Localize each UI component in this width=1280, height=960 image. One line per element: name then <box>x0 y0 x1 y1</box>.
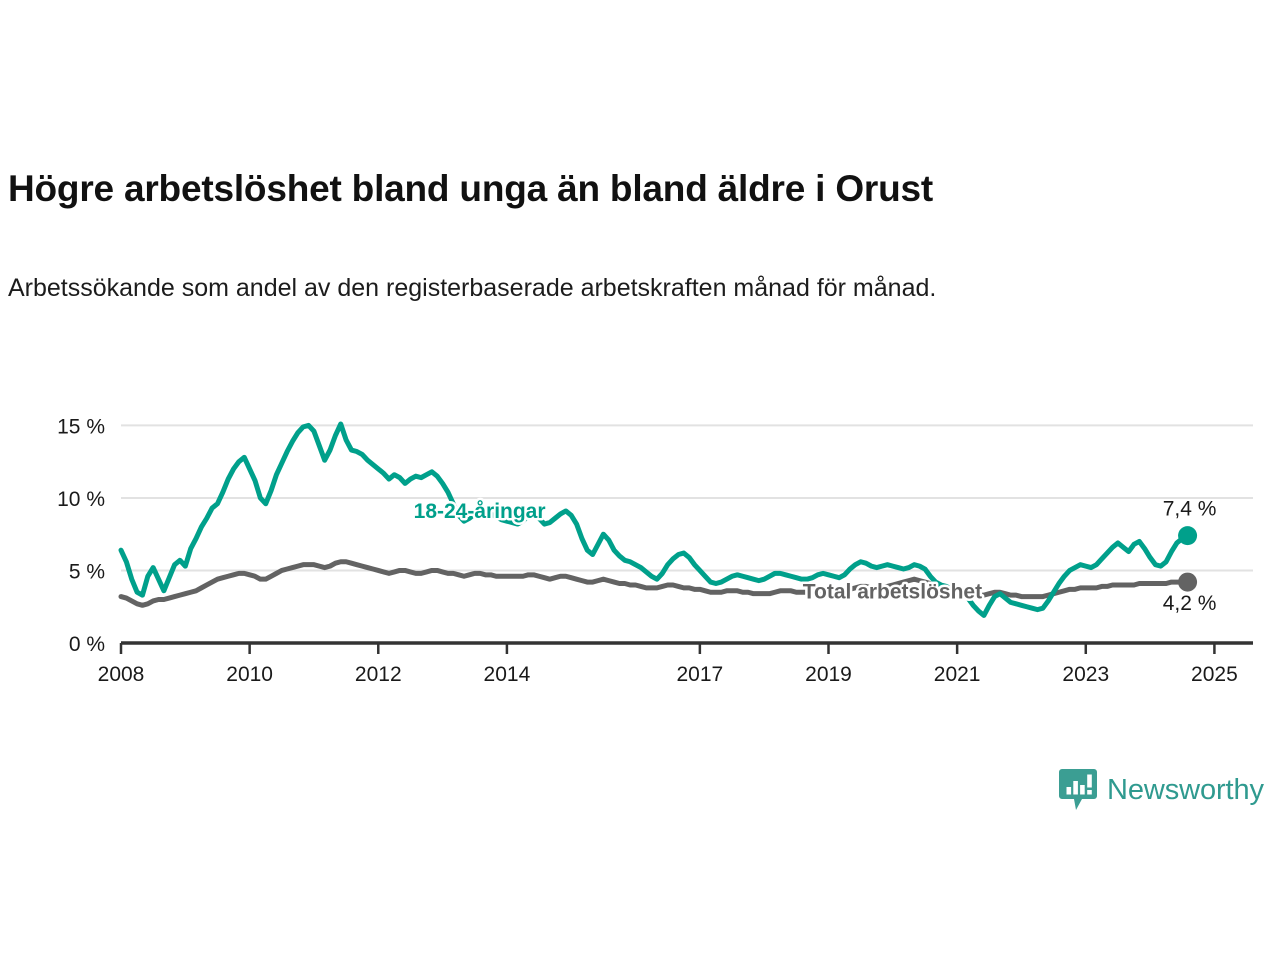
page-subtitle: Arbetssökande som andel av den registerb… <box>8 274 937 302</box>
series-end-value-label: 7,4 % <box>1163 498 1217 521</box>
x-axis-tick-label: 2012 <box>355 663 402 686</box>
series-end-marker <box>1178 526 1198 546</box>
chart-svg: 0 % 5 % 10 % 15 % 2008 2010 2012 2014 2017 2019 20… <box>57 415 1253 686</box>
x-axis-tick-label: 2021 <box>934 663 981 686</box>
x-axis-tick-label: 2019 <box>805 663 852 686</box>
speech-bubble-bar-chart-icon <box>1059 769 1097 810</box>
y-axis-tick-label: 0 % <box>69 633 105 656</box>
y-axis-tick-label: 10 % <box>57 488 105 511</box>
x-axis-tick-label: 2010 <box>226 663 273 686</box>
series-line <box>118 559 1191 608</box>
x-axis-tick-label: 2025 <box>1191 663 1238 686</box>
newsworthy-logo: Newsworthy <box>1058 768 1264 812</box>
series-label: Total arbetslöshet <box>803 581 982 604</box>
page-title: Högre arbetslöshet bland unga än bland ä… <box>8 167 934 209</box>
x-axis-tick-label: 2008 <box>98 663 145 686</box>
logo-wordmark: Newsworthy <box>1107 773 1264 806</box>
y-axis-tick-label: 5 % <box>69 560 105 583</box>
series-label: 18-24-åringar <box>414 500 546 523</box>
x-axis-tick-label: 2014 <box>484 663 531 686</box>
x-axis-tick-label: 2023 <box>1062 663 1109 686</box>
y-axis-tick-label: 15 % <box>57 415 105 438</box>
series-end-marker <box>1178 572 1198 592</box>
x-axis-tick-label: 2017 <box>677 663 724 686</box>
series-line <box>118 421 1191 618</box>
series-end-value-label: 4,2 % <box>1163 592 1217 615</box>
line-chart: 0 % 5 % 10 % 15 % 2008 2010 2012 2014 2017 2019 20… <box>0 375 1280 695</box>
